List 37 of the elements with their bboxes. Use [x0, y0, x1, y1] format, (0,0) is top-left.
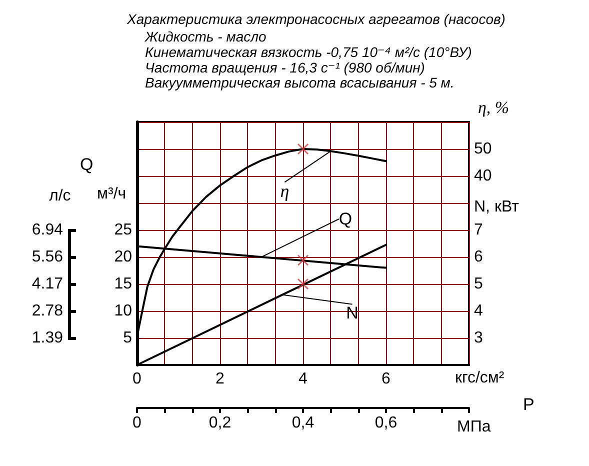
text: 6.94 — [32, 222, 64, 238]
y3-tick-label: 5 — [474, 276, 483, 292]
x2-axis-title: МПа — [457, 418, 491, 436]
x-axis-title: кгс/см² — [455, 370, 505, 386]
x2-tick-label: 0,4 — [292, 414, 314, 432]
y3-tick-label: 3 — [474, 330, 483, 346]
text: Q — [338, 210, 352, 228]
y3-tick-label: 7 — [474, 222, 483, 238]
x-tick-label: 4 — [298, 370, 308, 388]
text: 2.78 — [32, 302, 64, 320]
series-label: η — [280, 181, 290, 202]
text: 1.39 — [32, 330, 64, 346]
text: Q — [80, 155, 94, 174]
chart-subtitle: Жидкость - масло Кинематическая вязкость -0,75 10⁻⁴ м²/с (10°ВУ) Частота вращения - 16,3 с⁻¹ (980 об/мин) Вакуумметрическая высота всасывания - 5 м. — [144, 28, 472, 91]
text: P — [523, 395, 534, 414]
y-tick-label: 15 — [114, 276, 132, 292]
x2-tick-label: 0 — [132, 414, 142, 432]
y2-axis-title: η, % — [478, 98, 510, 117]
y3-axis-title: N, кВт — [474, 198, 520, 216]
y-axis-title: м³/ч — [97, 186, 126, 202]
y3-tick-label: 4 — [474, 302, 483, 320]
y3-tick-label: 6 — [474, 248, 483, 266]
text: 4.17 — [32, 276, 64, 292]
y-tick-label: 25 — [114, 222, 132, 238]
y2-tick-label: 40 — [474, 168, 492, 184]
text: л/с — [49, 188, 71, 204]
text: 5.56 — [32, 248, 64, 266]
x2-tick-label: 0,6 — [374, 414, 398, 432]
x-tick-label: 2 — [216, 370, 225, 388]
y-tick-label: 20 — [114, 248, 132, 266]
y2-tick-label: 50 — [474, 140, 492, 158]
y-tick-label: 10 — [114, 302, 132, 320]
x-tick-label: 0 — [132, 370, 142, 388]
x2-tick-label: 0,2 — [208, 414, 232, 432]
x-tick-label: 6 — [382, 370, 391, 388]
chart-title: Характеристика электронасосных агрегатов (насосов) — [126, 11, 506, 27]
y-tick-label: 5 — [123, 330, 132, 346]
